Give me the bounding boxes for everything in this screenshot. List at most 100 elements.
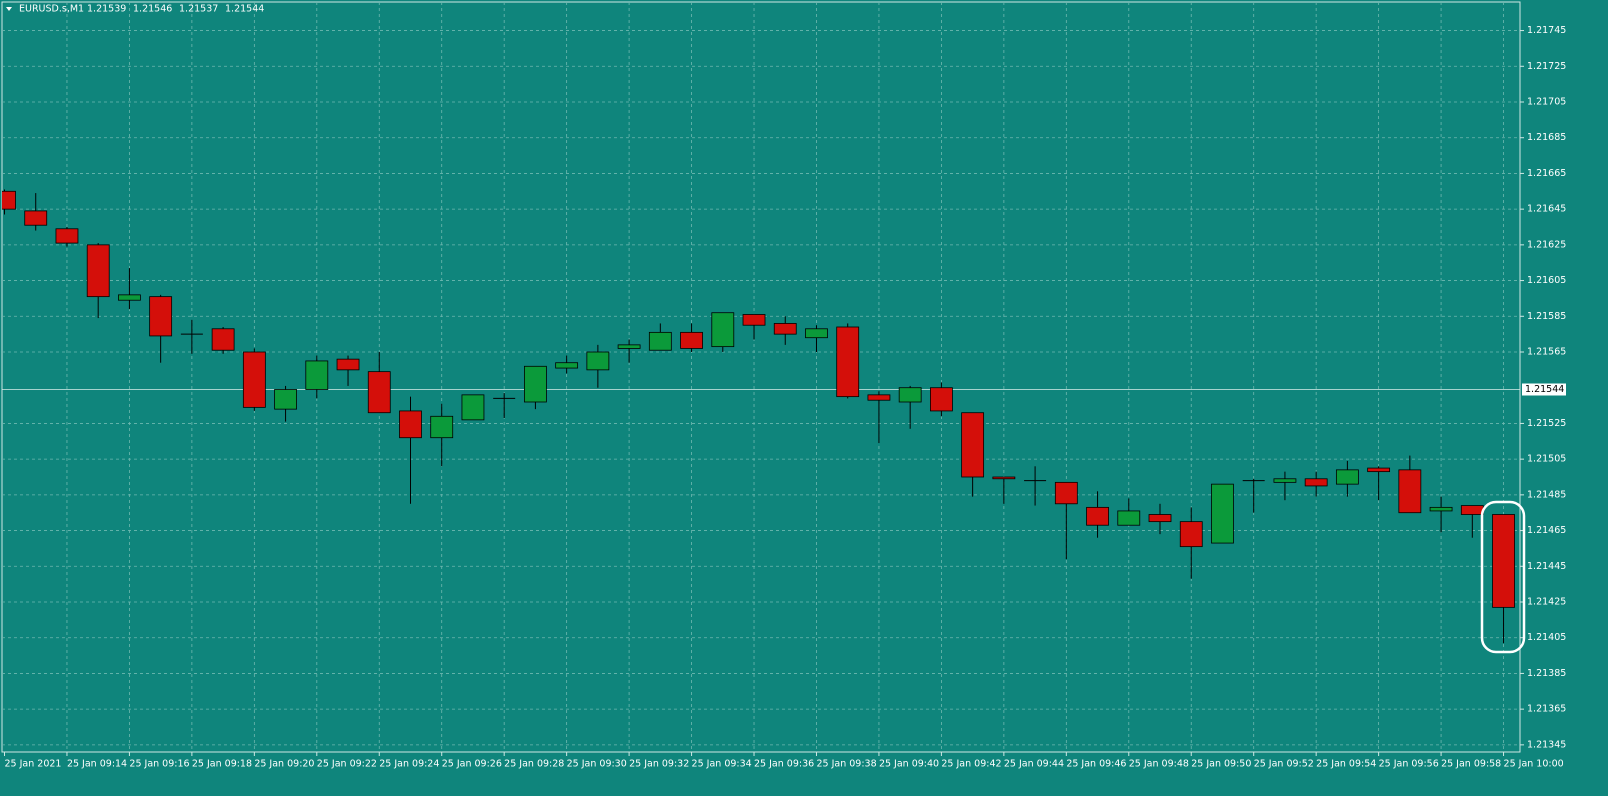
candle-body: [1335, 469, 1359, 485]
y-tick-label: 1.21625: [1527, 239, 1566, 250]
x-tick-label: 25 Jan 09:22: [317, 759, 377, 770]
x-tick-label: 25 Jan 09:52: [1254, 759, 1314, 770]
x-tick-label: 25 Jan 09:26: [442, 759, 502, 770]
candle-body: [617, 344, 641, 349]
x-tick-label: 25 Jan 09:36: [754, 759, 814, 770]
y-tick-label: 1.21525: [1527, 418, 1566, 429]
x-tick-label: 25 Jan 09:50: [1191, 759, 1251, 770]
candle-body: [555, 362, 579, 369]
y-tick-label: 1.21565: [1527, 347, 1566, 358]
y-tick-label: 1.21365: [1527, 704, 1566, 715]
candle-body: [242, 351, 266, 408]
candle-body: [742, 314, 766, 326]
candle-body: [305, 360, 329, 390]
candle-body: [399, 410, 422, 439]
x-tick-label: 25 Jan 09:42: [941, 759, 1001, 770]
y-tick-label: 1.21405: [1527, 632, 1566, 643]
candles: [2, 189, 1515, 644]
highlight-outline: [1480, 500, 1526, 654]
y-tick-label: 1.21445: [1527, 561, 1566, 572]
x-tick-label: 25 Jan 09:34: [692, 759, 752, 770]
candle-body: [524, 365, 547, 403]
candle-body: [2, 190, 16, 210]
x-tick-label: 25 Jan 09:28: [504, 759, 564, 770]
y-tick-label: 1.21345: [1527, 739, 1566, 750]
header-value: 1.21537: [179, 4, 218, 15]
candle-body: [461, 394, 485, 421]
x-tick-label: 25 Jan 10:00: [1504, 759, 1564, 770]
candle-body: [805, 328, 828, 339]
candle-body: [867, 394, 891, 401]
grid: 1.21345 1.21365 1.21385 1.21405 1.21425 1.214…: [2, 2, 1566, 770]
x-tick-label: 25 Jan 09:54: [1316, 759, 1376, 770]
x-tick-label: 25 Jan 09:24: [379, 759, 439, 770]
menu-triangle[interactable]: [6, 7, 12, 11]
symbol-title: EURUSD.s,M1: [19, 4, 84, 15]
candle-body: [1304, 478, 1328, 487]
price-label: 1.21544: [1525, 384, 1564, 395]
price-label-box: [1522, 383, 1566, 396]
x-tick-label: 25 Jan 09:40: [879, 759, 939, 770]
candle-body: [711, 312, 735, 348]
x-tick-label: 25 Jan 09:20: [254, 759, 314, 770]
candle-body: [898, 387, 922, 403]
candle-body: [274, 389, 297, 410]
candle-body: [24, 210, 48, 226]
candle-body: [1117, 510, 1141, 526]
candle-body: [1492, 514, 1515, 608]
y-tick-label: 1.21505: [1527, 454, 1566, 465]
x-tick-label: 25 Jan 09:14: [67, 759, 127, 770]
y-tick-label: 1.21485: [1527, 489, 1566, 500]
x-tick-label: 25 Jan 09:18: [192, 759, 252, 770]
y-tick-label: 1.21425: [1527, 597, 1566, 608]
x-tick-label: 25 Jan 2021: [5, 759, 62, 770]
y-tick-label: 1.21685: [1527, 132, 1566, 143]
candle-body: [430, 415, 454, 439]
x-tick-label: 25 Jan 09:44: [1004, 759, 1064, 770]
candle-body: [648, 331, 672, 351]
candle-body: [55, 228, 79, 244]
header-value: 1.21546: [133, 4, 172, 15]
x-tick-label: 25 Jan 09:38: [816, 759, 876, 770]
candle-body: [586, 351, 610, 371]
candle-body: [773, 323, 797, 335]
candle-body: [1148, 514, 1172, 523]
x-tick-label: 25 Jan 09:32: [629, 759, 689, 770]
header-values: 1.21539 1.21546 1.21537 1.21544: [87, 4, 264, 15]
x-tick-label: 25 Jan 09:56: [1379, 759, 1439, 770]
y-tick-label: 1.21725: [1527, 61, 1566, 72]
y-tick-label: 1.21745: [1527, 25, 1566, 36]
candle-body: [1273, 478, 1297, 483]
y-tick-label: 1.21585: [1527, 311, 1566, 322]
candle-body: [1398, 469, 1422, 514]
candle-body: [1367, 467, 1391, 473]
candle-body: [367, 371, 391, 414]
candle-body: [1054, 481, 1078, 505]
candle-body: [1179, 521, 1203, 548]
candle-body: [836, 326, 860, 398]
y-tick-label: 1.21385: [1527, 668, 1566, 679]
x-tick-label: 25 Jan 09:48: [1129, 759, 1189, 770]
y-tick-label: 1.21605: [1527, 275, 1566, 286]
candle-body: [86, 244, 110, 298]
candle-body: [1086, 506, 1109, 526]
candle-body: [680, 331, 703, 349]
candle-body: [992, 476, 1016, 480]
y-tick-label: 1.21465: [1527, 525, 1566, 536]
candle-body: [1429, 506, 1453, 512]
candle-body: [1460, 505, 1484, 515]
candle-body: [930, 387, 953, 412]
candle-body: [149, 296, 173, 337]
candle-body: [118, 294, 141, 301]
candle-body: [336, 358, 360, 371]
header-value: 1.21539: [87, 4, 126, 15]
y-tick-label: 1.21645: [1527, 204, 1566, 215]
plot-border: [1, 1, 1521, 753]
y-tick-label: 1.21665: [1527, 168, 1566, 179]
header-value: 1.21544: [225, 4, 264, 15]
y-tick-label: 1.21705: [1527, 97, 1566, 108]
candle-body: [1211, 483, 1234, 544]
